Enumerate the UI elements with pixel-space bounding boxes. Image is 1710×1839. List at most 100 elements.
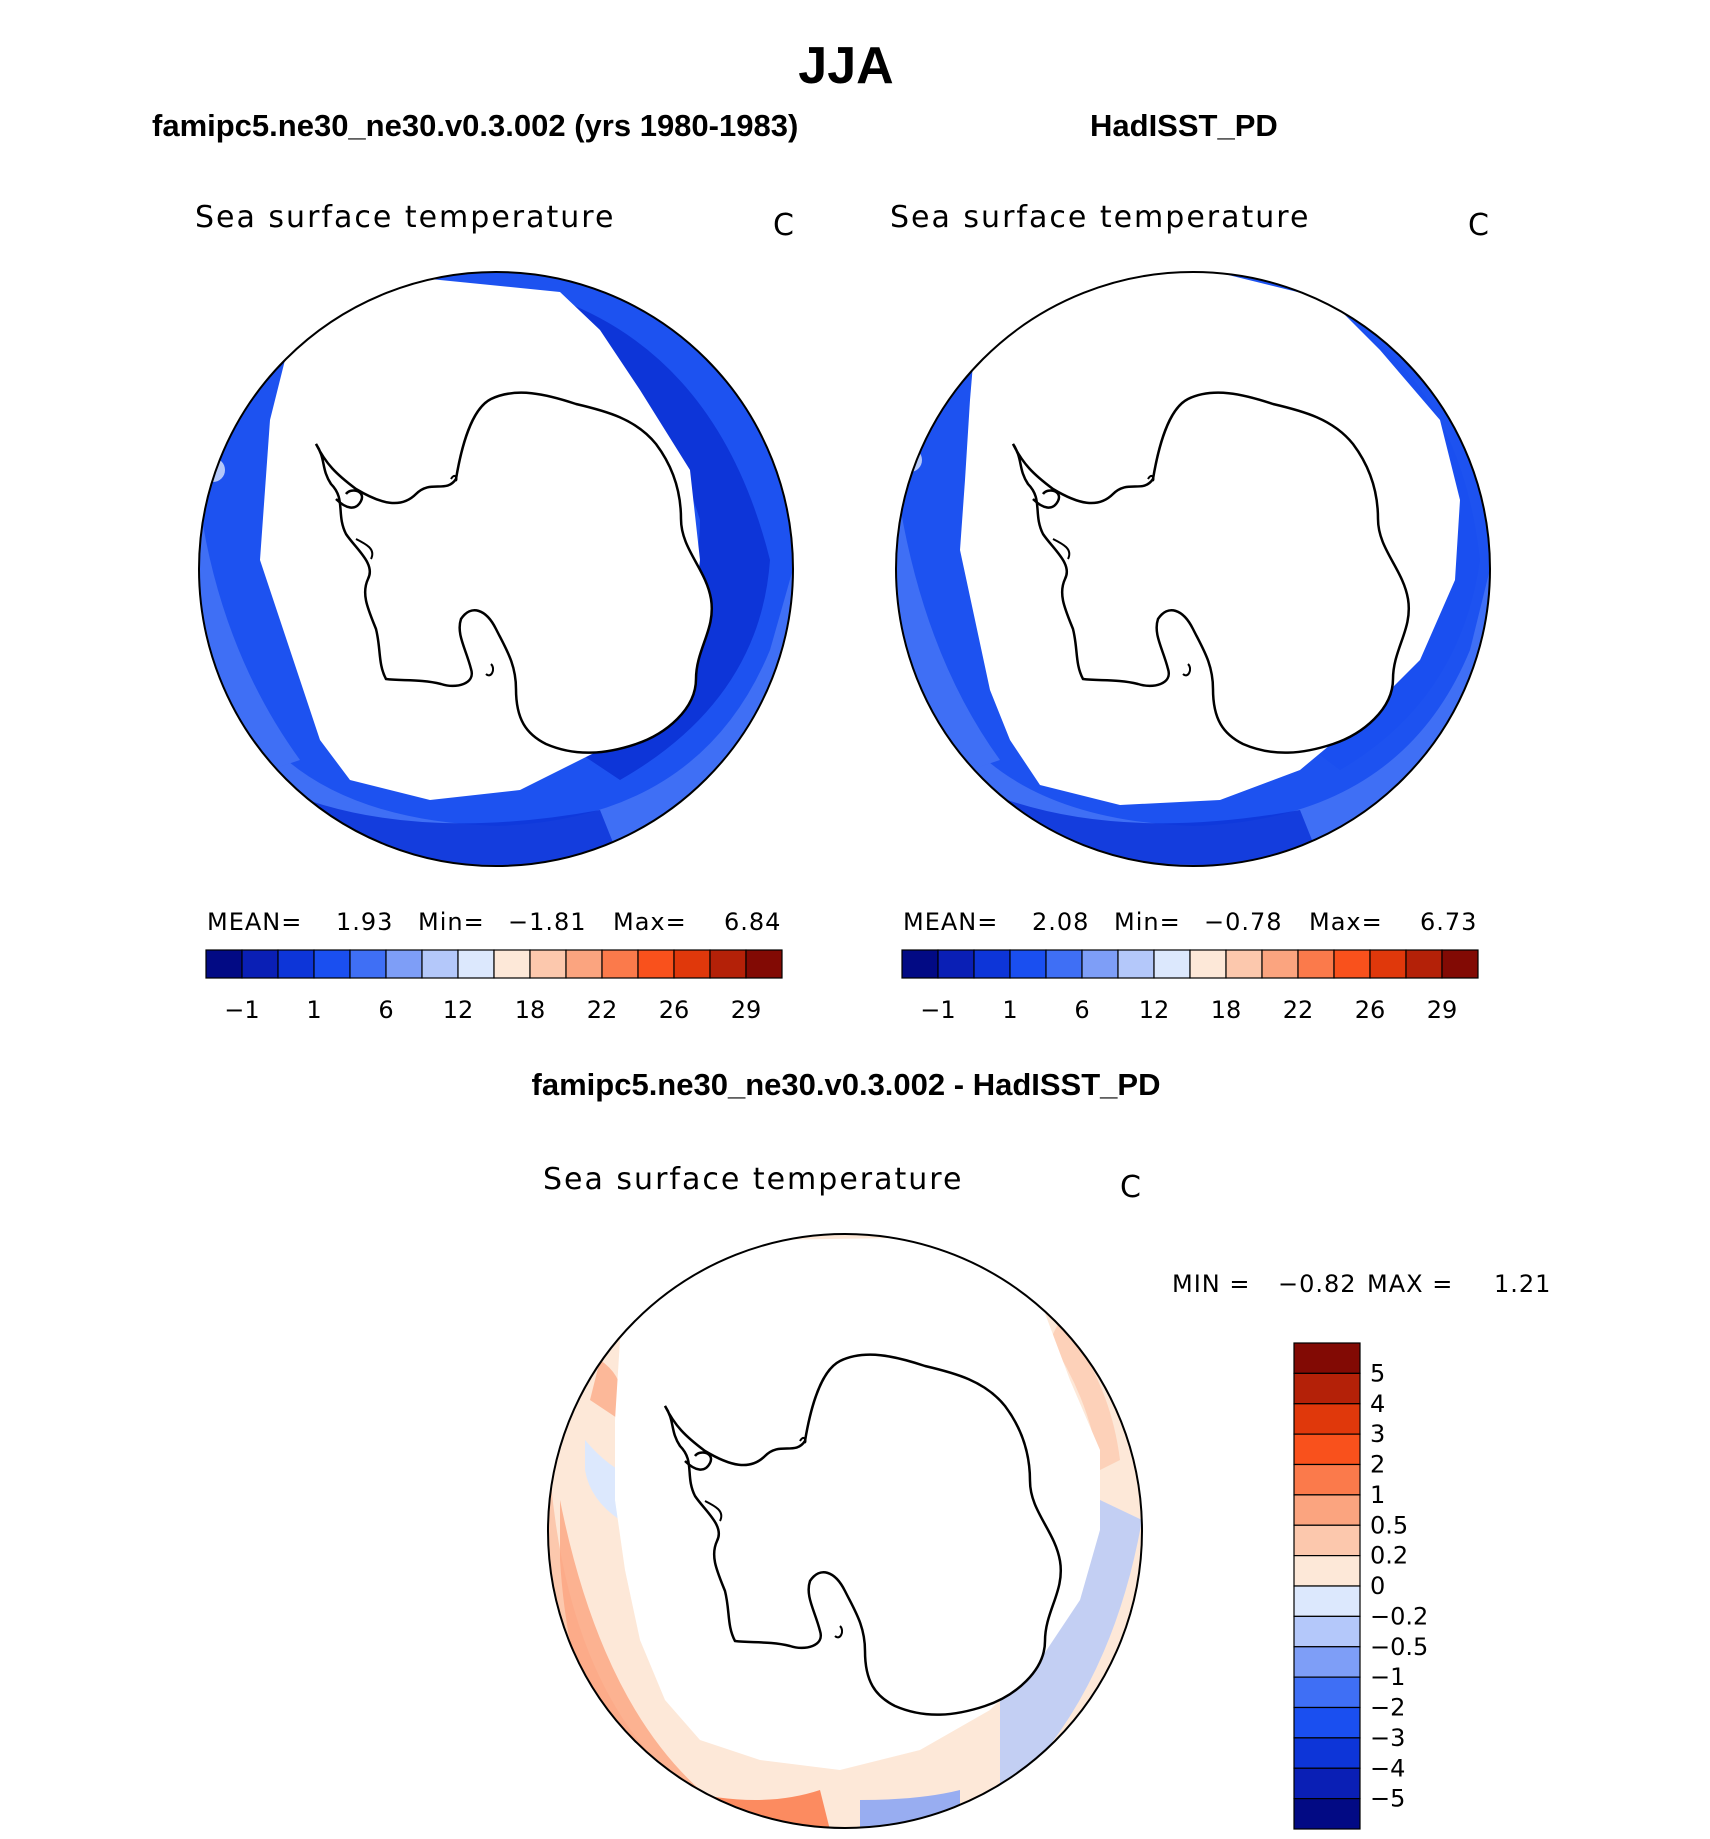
difference-colorbar-tick-label: 1 [1370,1481,1385,1509]
difference-colorbar-swatch [1293,1463,1361,1496]
panel1-colorbar-tick-label: 1 [306,996,321,1024]
panel1-colorbar-swatch [529,949,567,979]
difference-colorbar-swatch [1293,1403,1361,1435]
panel1-min-label: Min= [418,908,485,936]
panel2-units-label: C [1468,208,1489,243]
panel2-max-label: Max= [1309,908,1383,936]
panel1-colorbar-swatch [673,949,711,979]
panel2-min-label: Min= [1114,908,1181,936]
panel2-colorbar: −1 1 6 12 18 22 26 29 [901,949,1479,1024]
panel2-colorbar-swatch [937,949,975,979]
panel2-colorbar-swatch [973,949,1011,979]
panel2-colorbar-tick-label: 29 [1427,996,1458,1024]
difference-colorbar-swatch [1293,1585,1361,1617]
panel1-units-label: C [773,208,794,243]
difference-colorbar-tick-label: −4 [1370,1754,1405,1782]
panel2-map [895,271,1491,867]
difference-colorbar-swatch [1293,1798,1361,1830]
panel2-mean-label: MEAN= [903,908,999,936]
panel2-variable-label: Sea surface temperature [890,200,1311,235]
panel2-colorbar-swatch [1009,949,1047,979]
difference-colorbar-swatch [1293,1494,1361,1526]
difference-colorbar-tick-label: 0 [1370,1572,1385,1600]
difference-colorbar-swatch [1293,1433,1361,1466]
panel2-colorbar-swatch [1441,949,1479,979]
panel2-title: HadISST_PD [1090,108,1278,143]
panel1-mean-label: MEAN= [207,908,303,936]
difference-colorbar-swatch [1293,1372,1361,1405]
panel2-colorbar-tick-label: 12 [1139,996,1170,1024]
panel2-colorbar-tick-label: 26 [1355,996,1386,1024]
difference-variable-label: Sea surface temperature [543,1162,964,1197]
panel2-colorbar-swatch [1261,949,1299,979]
panel2-colorbar-swatch [1189,949,1227,979]
difference-colorbar-tick-label: −0.5 [1370,1633,1428,1661]
panel1-max-value: 6.84 [724,908,782,936]
difference-max-value: 1.21 [1494,1270,1552,1298]
main-title: JJA [798,37,894,95]
difference-map [547,1233,1143,1829]
panel1-colorbar-tick-label: 6 [378,996,393,1024]
difference-units-label: C [1120,1170,1141,1205]
difference-colorbar-tick-label: 5 [1370,1359,1385,1387]
panel2-colorbar-swatch [901,949,939,979]
panel1-colorbar-swatch [601,949,639,979]
panel2-max-value: 6.73 [1420,908,1478,936]
panel1-colorbar-tick-label: 22 [587,996,618,1024]
panel1-mean-value: 1.93 [336,908,394,936]
panel2-colorbar-swatch [1045,949,1083,979]
difference-colorbar-swatch [1293,1524,1361,1557]
panel1-colorbar-tick-label: 29 [731,996,762,1024]
panel2-colorbar-swatch [1153,949,1191,979]
panel2-mean-value: 2.08 [1032,908,1090,936]
difference-colorbar-tick-label: 3 [1370,1420,1385,1448]
panel1-colorbar-swatch [205,949,243,979]
panel1-colorbar-swatch [421,949,459,979]
difference-colorbar-tick-label: 0.2 [1370,1542,1408,1570]
panel2-colorbar-tick-label: 18 [1211,996,1242,1024]
difference-max-label: MAX = [1367,1270,1454,1298]
panel1-colorbar-swatch [637,949,675,979]
difference-colorbar-swatch [1293,1706,1361,1739]
panel2-colorbar-swatch [1081,949,1119,979]
panel1-variable-label: Sea surface temperature [195,200,616,235]
difference-colorbar-tick-label: −5 [1370,1785,1405,1813]
panel1-colorbar-swatch [565,949,603,979]
difference-colorbar-swatch [1293,1676,1361,1709]
difference-colorbar-swatch [1293,1615,1361,1648]
panel2-colorbar-swatch [1369,949,1407,979]
difference-colorbar-swatch [1293,1555,1361,1587]
panel1-colorbar-swatch [457,949,495,979]
panel1-min-value: −1.81 [508,908,587,936]
panel1-colorbar-tick-label: 26 [659,996,690,1024]
panel1-colorbar-tick-label: −1 [224,996,259,1024]
difference-colorbar-tick-label: −3 [1370,1724,1405,1752]
panel2-colorbar-swatch [1117,949,1155,979]
difference-colorbar-tick-label: −1 [1370,1663,1405,1691]
difference-colorbar-tick-label: 0.5 [1370,1511,1408,1539]
difference-colorbar-swatch [1293,1737,1361,1769]
panel2-colorbar-swatch [1297,949,1335,979]
panel1-colorbar-swatch [313,949,351,979]
difference-min-label: MIN = [1172,1270,1251,1298]
difference-title: famipc5.ne30_ne30.v0.3.002 - HadISST_PD [531,1067,1161,1102]
panel1-map [198,271,794,867]
difference-colorbar-tick-label: −2 [1370,1694,1405,1722]
panel2-colorbar-tick-label: 1 [1002,996,1017,1024]
panel2-colorbar-tick-label: 6 [1074,996,1089,1024]
difference-colorbar-swatch [1293,1342,1361,1374]
panel2-colorbar-swatch [1333,949,1371,979]
panel1-max-label: Max= [613,908,687,936]
panel1-colorbar-swatch [745,949,783,979]
difference-colorbar-swatch [1293,1767,1361,1800]
difference-colorbar: 5 43 210.5 0.20−0.2 −0.5−1 −2−3−4 −5 [1293,1342,1428,1830]
panel2-min-value: −0.78 [1204,908,1283,936]
panel1-colorbar: −1 1 6 12 18 22 26 29 [205,949,783,1024]
panel1-colorbar-swatch [493,949,531,979]
panel1-colorbar-swatch [349,949,387,979]
difference-colorbar-swatch [1293,1646,1361,1678]
panel1-colorbar-swatch [385,949,423,979]
difference-colorbar-tick-label: −0.2 [1370,1602,1428,1630]
difference-colorbar-tick-label: 4 [1370,1390,1385,1418]
